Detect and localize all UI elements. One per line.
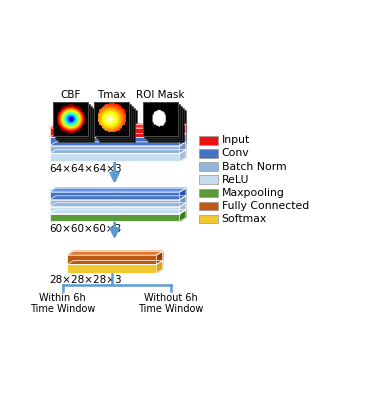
Polygon shape xyxy=(180,134,186,146)
Text: 64×64×64×3: 64×64×64×3 xyxy=(50,164,122,174)
Bar xyxy=(67,264,157,273)
Bar xyxy=(50,192,180,200)
Bar xyxy=(150,110,186,144)
Bar xyxy=(199,136,218,145)
Polygon shape xyxy=(180,142,186,154)
Polygon shape xyxy=(50,134,186,137)
Bar xyxy=(199,149,218,158)
Polygon shape xyxy=(180,124,186,137)
Bar xyxy=(53,102,88,136)
Bar xyxy=(50,128,180,137)
Text: Batch Norm: Batch Norm xyxy=(222,162,286,172)
Bar xyxy=(101,110,137,144)
Bar xyxy=(50,200,180,207)
Polygon shape xyxy=(50,142,186,146)
Text: 60×60×60×3: 60×60×60×3 xyxy=(50,224,122,234)
Text: ROI Mask: ROI Mask xyxy=(136,90,185,100)
Text: Tmax: Tmax xyxy=(97,90,126,100)
Bar xyxy=(53,102,88,136)
Polygon shape xyxy=(50,210,186,214)
Bar xyxy=(142,102,178,136)
Text: CBF: CBF xyxy=(60,90,81,100)
Polygon shape xyxy=(50,188,186,192)
Bar xyxy=(199,176,218,184)
Bar xyxy=(100,108,135,142)
Bar xyxy=(67,255,157,264)
Bar xyxy=(97,106,133,140)
Bar xyxy=(50,146,180,154)
Text: Within 6h
Time Window: Within 6h Time Window xyxy=(30,293,95,314)
Polygon shape xyxy=(67,260,163,264)
Bar xyxy=(53,102,88,136)
Polygon shape xyxy=(180,210,186,221)
Polygon shape xyxy=(50,196,186,200)
Polygon shape xyxy=(67,251,163,255)
Bar xyxy=(142,102,178,136)
Polygon shape xyxy=(180,196,186,207)
Text: Softmax: Softmax xyxy=(222,214,267,224)
Bar xyxy=(50,214,180,221)
Bar xyxy=(199,188,218,197)
Polygon shape xyxy=(180,188,186,200)
Text: Fully Connected: Fully Connected xyxy=(222,201,309,211)
Bar xyxy=(57,106,92,140)
Bar xyxy=(50,154,180,161)
Bar xyxy=(96,104,131,138)
Bar xyxy=(94,102,129,136)
Text: Input: Input xyxy=(222,135,250,146)
Bar xyxy=(199,162,218,171)
Text: Conv: Conv xyxy=(222,148,249,158)
Text: 28×28×28×3: 28×28×28×3 xyxy=(50,275,122,285)
Bar xyxy=(94,102,129,136)
Polygon shape xyxy=(157,260,163,273)
Bar xyxy=(50,137,180,146)
Text: Without 6h
Time Window: Without 6h Time Window xyxy=(138,293,204,314)
Bar xyxy=(60,110,96,144)
Bar xyxy=(148,108,184,142)
Bar xyxy=(199,215,218,223)
Bar xyxy=(142,102,178,136)
Bar xyxy=(58,108,94,142)
Polygon shape xyxy=(50,150,186,154)
Polygon shape xyxy=(180,150,186,161)
Bar xyxy=(146,106,182,140)
Polygon shape xyxy=(180,203,186,214)
Text: ReLU: ReLU xyxy=(222,175,249,185)
Bar xyxy=(145,104,180,138)
Polygon shape xyxy=(157,251,163,264)
Bar xyxy=(54,104,90,138)
Polygon shape xyxy=(50,203,186,207)
Polygon shape xyxy=(50,124,186,128)
Text: Maxpooling: Maxpooling xyxy=(222,188,284,198)
Bar xyxy=(199,202,218,210)
Bar xyxy=(50,207,180,214)
Bar xyxy=(94,102,129,136)
